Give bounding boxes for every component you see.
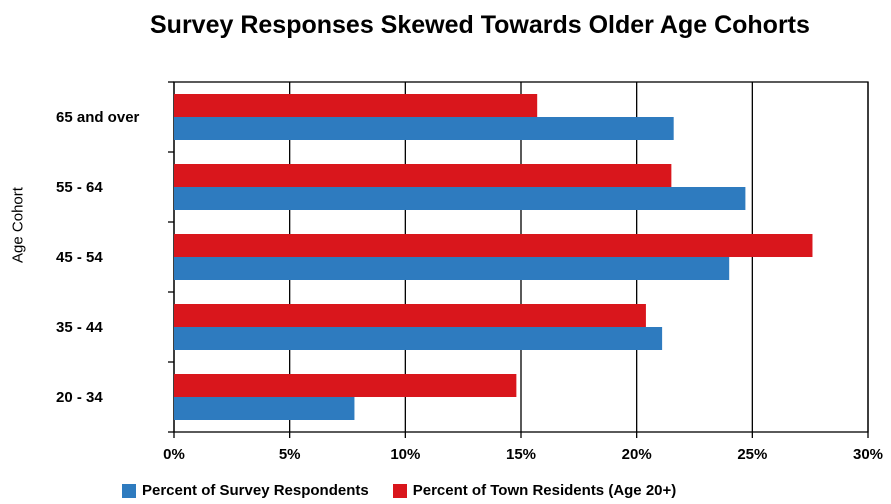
bar-survey-respondents — [174, 117, 674, 140]
legend: Percent of Survey Respondents Percent of… — [122, 482, 700, 499]
bar-town-residents — [174, 374, 517, 397]
legend-label-respondents: Percent of Survey Respondents — [142, 482, 369, 499]
legend-swatch-residents — [392, 483, 407, 498]
bar-survey-respondents — [174, 257, 730, 280]
x-tick-label: 20% — [622, 446, 652, 463]
legend-swatch-respondents — [122, 483, 136, 498]
legend-item-respondents: Percent of Survey Respondents — [122, 482, 369, 499]
bar-survey-respondents — [174, 327, 663, 350]
bar-survey-respondents — [174, 187, 746, 210]
x-tick-label: 15% — [506, 446, 536, 463]
y-tick-label: 45 - 54 — [56, 249, 103, 266]
x-tick-label: 0% — [163, 446, 185, 463]
legend-item-residents: Percent of Town Residents (Age 20+) — [392, 482, 677, 499]
x-tick-label: 5% — [279, 446, 301, 463]
bar-survey-respondents — [174, 397, 355, 420]
bar-town-residents — [174, 304, 646, 327]
x-tick-label: 30% — [853, 446, 883, 463]
y-tick-label: 20 - 34 — [56, 389, 103, 406]
x-tick-label: 10% — [390, 446, 420, 463]
bar-town-residents — [174, 234, 813, 257]
y-tick-label: 55 - 64 — [56, 179, 103, 196]
bar-town-residents — [174, 164, 672, 187]
chart-title: Survey Responses Skewed Towards Older Ag… — [150, 11, 810, 39]
bar-town-residents — [174, 94, 538, 117]
x-tick-label: 25% — [737, 446, 767, 463]
legend-label-residents: Percent of Town Residents (Age 20+) — [412, 482, 677, 499]
y-tick-label: 65 and over — [56, 109, 140, 126]
y-tick-label: 35 - 44 — [56, 319, 103, 336]
